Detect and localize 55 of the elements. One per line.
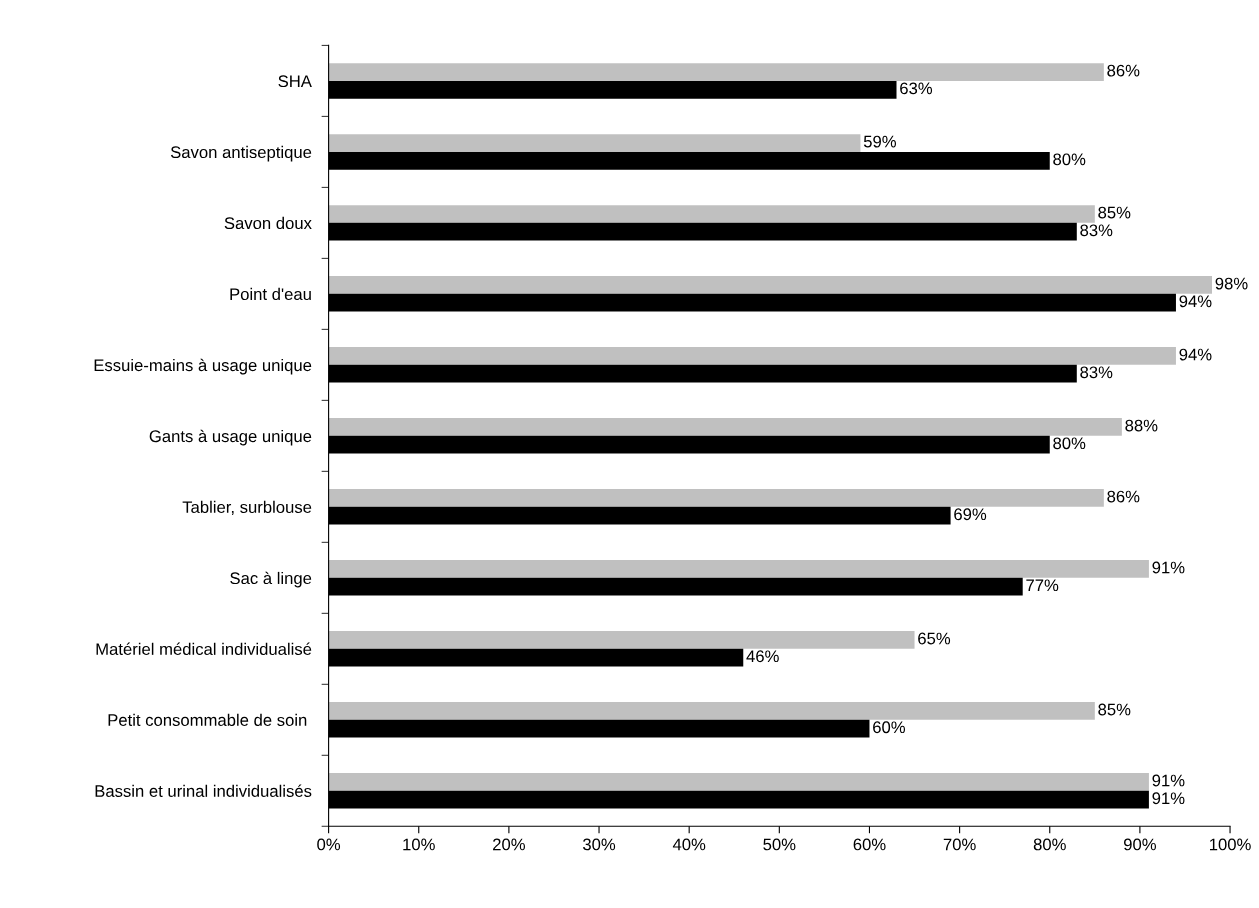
y-tick-label: Matériel médical individualisé <box>96 642 312 656</box>
data-label: 91% <box>1152 792 1185 805</box>
data-label: 86% <box>1107 490 1140 503</box>
bar <box>328 773 1149 791</box>
data-label: 69% <box>954 508 987 521</box>
bar <box>328 276 1213 294</box>
bar <box>328 489 1104 507</box>
data-label: 88% <box>1125 419 1158 432</box>
data-label: 60% <box>873 721 906 734</box>
bar <box>328 134 861 152</box>
data-label: 80% <box>1053 153 1086 166</box>
data-label: 83% <box>1080 224 1113 237</box>
y-tick-label: Petit consommable de soin <box>108 713 307 726</box>
bar <box>328 63 1104 81</box>
x-tick-label: 70% <box>943 838 976 851</box>
y-tick-label: SHA <box>278 75 312 88</box>
x-tick-label: 10% <box>403 838 435 851</box>
x-tick-label: 100% <box>1210 838 1251 851</box>
data-label: 65% <box>918 632 951 645</box>
data-label: 46% <box>746 650 779 663</box>
data-label: 85% <box>1098 703 1131 716</box>
x-tick-label: 0% <box>317 838 341 851</box>
bar <box>328 631 915 649</box>
bar <box>328 347 1176 365</box>
bar <box>328 560 1149 578</box>
data-label: 80% <box>1053 437 1086 450</box>
y-tick-label: Tablier, surblouse <box>182 500 312 515</box>
data-label: 98% <box>1215 277 1248 290</box>
data-label: 94% <box>1179 295 1212 308</box>
y-tick-label: Gants à usage unique <box>149 429 312 446</box>
x-tick-label: 20% <box>493 838 525 851</box>
data-label: 83% <box>1080 366 1113 379</box>
x-tick-label: 80% <box>1033 838 1066 851</box>
x-tick-label: 60% <box>853 838 886 851</box>
data-label: 59% <box>863 135 896 148</box>
y-tick-label: Sac à linge <box>230 571 312 588</box>
data-label: 77% <box>1026 579 1059 592</box>
y-tick-label: Savon doux <box>224 216 312 230</box>
y-tick-label: Bassin et urinal individualisés <box>95 784 312 797</box>
bar <box>328 702 1095 720</box>
y-tick-label: Savon antiseptique <box>170 145 312 162</box>
bar <box>328 205 1095 223</box>
x-tick-label: 30% <box>582 838 616 851</box>
data-label: 86% <box>1107 64 1140 77</box>
bar <box>328 418 1122 436</box>
x-tick-label: 50% <box>763 838 796 851</box>
x-tick-label: 40% <box>672 838 706 851</box>
data-label: 91% <box>1152 561 1185 574</box>
data-label: 63% <box>900 82 933 95</box>
data-label: 85% <box>1098 206 1131 219</box>
y-tick-label: Essuie-mains à usage unique <box>94 358 312 375</box>
x-tick-label: 90% <box>1124 838 1156 851</box>
data-label: 91% <box>1152 774 1185 787</box>
data-label: 94% <box>1179 348 1212 361</box>
y-tick-label: Point d'eau <box>230 287 311 301</box>
